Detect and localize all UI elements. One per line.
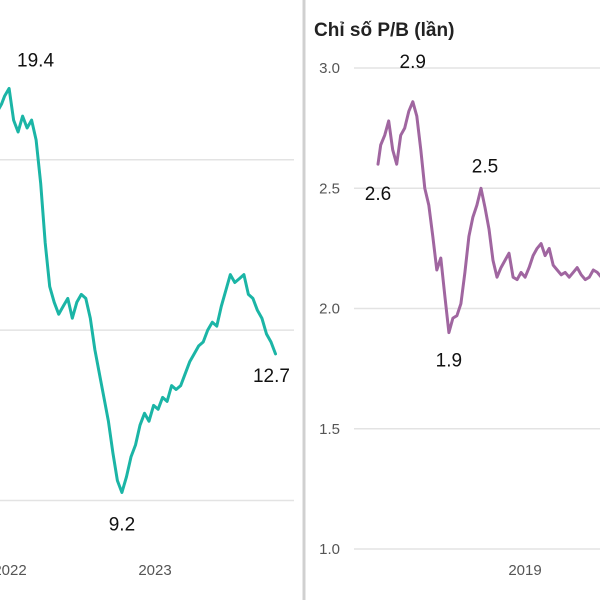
right-x-tick-labels: 2019 [508, 562, 541, 579]
right-y-tick-label: 3.0 [319, 60, 340, 77]
right-data-labels: 2.6 2.9 1.9 2.5 [365, 52, 498, 372]
right-y-tick-label: 2.5 [319, 180, 340, 197]
left-data-label: 12.7 [253, 366, 290, 387]
left-series-line [0, 86, 277, 494]
right-data-label: 2.9 [400, 52, 426, 73]
right-y-tick-label: 1.0 [319, 541, 340, 558]
left-x-tick-label: 2022 [0, 562, 27, 579]
left-gridlines [0, 158, 294, 502]
right-data-label: 2.6 [365, 184, 391, 205]
right-y-tick-label: 2.0 [319, 301, 340, 318]
right-chart-panel: Chỉ số P/B (lần) 3.0 2.5 2.0 1.5 1.0 2019 2.… [314, 20, 600, 579]
left-chart-panel: 2022 2023 19.4 9.2 12.7 [0, 50, 294, 579]
left-data-label: 9.2 [109, 515, 135, 536]
left-data-labels: 19.4 9.2 12.7 [17, 50, 290, 535]
left-data-label: 19.4 [17, 50, 54, 71]
right-x-tick-label: 2019 [508, 562, 541, 579]
right-y-tick-label: 1.5 [319, 421, 340, 438]
right-y-tick-labels: 3.0 2.5 2.0 1.5 1.0 [319, 60, 340, 558]
left-x-tick-labels: 2022 2023 [0, 562, 172, 579]
left-x-tick-label: 2023 [138, 562, 171, 579]
chart-title: Chỉ số P/B (lần) [314, 20, 454, 41]
right-data-label: 2.5 [472, 156, 498, 177]
right-data-label: 1.9 [436, 351, 462, 372]
right-gridlines [354, 67, 600, 550]
right-series-line [376, 100, 600, 335]
